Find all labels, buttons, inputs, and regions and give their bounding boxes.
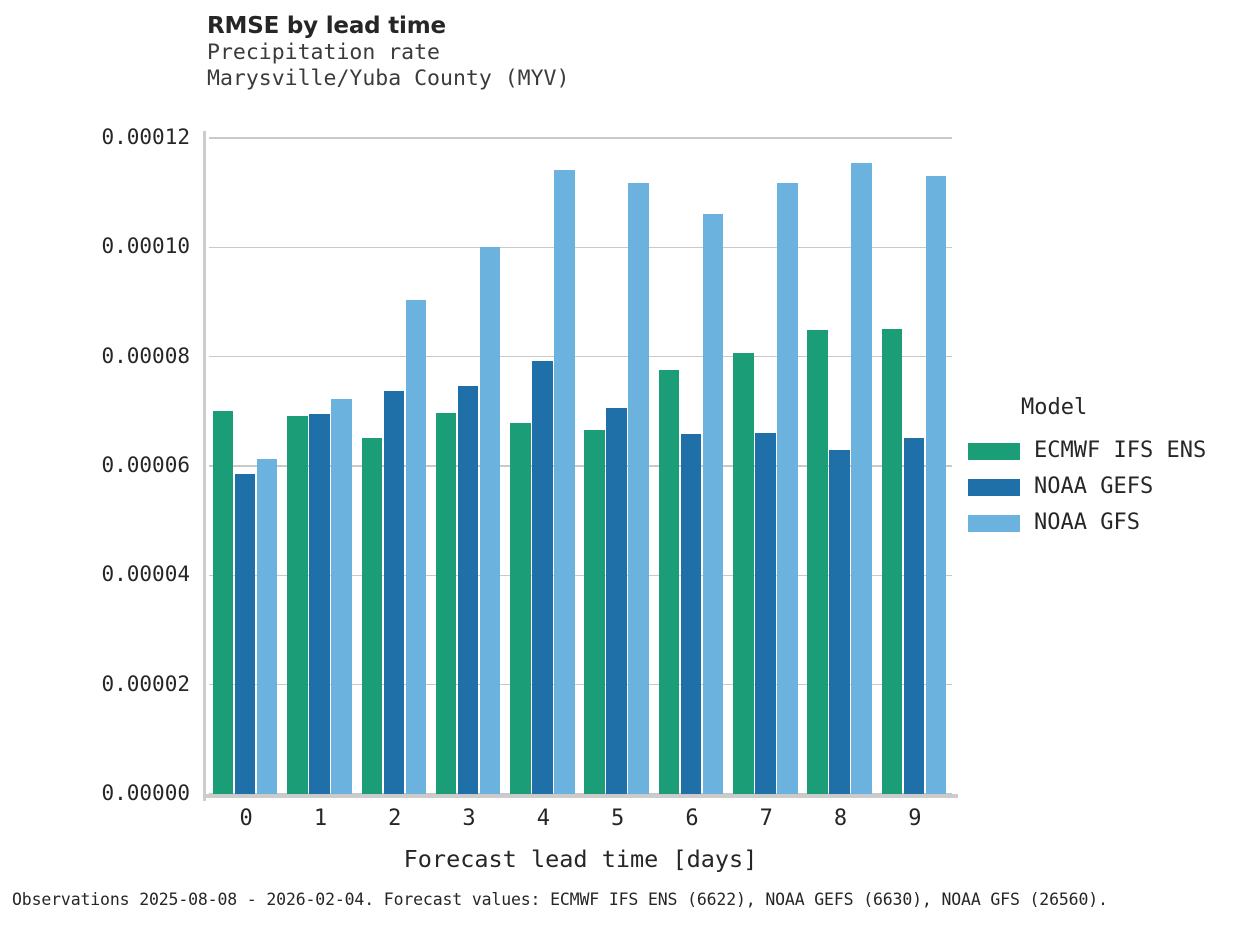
chart-title: RMSE by lead time [207, 13, 446, 39]
bar [435, 412, 457, 794]
legend-item-label: NOAA GFS [1034, 510, 1140, 535]
legend-title: Model [1021, 395, 1088, 420]
x-tick-label: 5 [611, 806, 625, 831]
chart-subtitle-line1: Precipitation rate [207, 40, 440, 65]
legend-item[interactable]: NOAA GFS [968, 505, 1248, 541]
bar [755, 433, 776, 794]
legend-swatch-icon [968, 442, 1020, 460]
bar [554, 170, 575, 794]
y-tick-label: 0.00004 [101, 562, 190, 587]
y-tick-label: 0.00006 [101, 453, 190, 477]
bar [680, 433, 702, 794]
legend-item[interactable]: NOAA GEFS [968, 469, 1248, 505]
bar [777, 183, 798, 794]
bar [925, 176, 947, 794]
plot-area [209, 137, 952, 795]
x-tick-label: 1 [313, 806, 328, 831]
x-tick-label: 9 [908, 806, 922, 831]
gridline [209, 137, 952, 139]
legend-item-label: ECMWF IFS ENS [1034, 438, 1207, 463]
legend-item[interactable]: ECMWF IFS ENS [968, 433, 1248, 469]
bar [628, 183, 649, 794]
gridline [209, 465, 952, 467]
bar [457, 385, 479, 794]
gridline [209, 246, 952, 249]
bar [331, 398, 352, 794]
legend-rows: ECMWF IFS ENS NOAA GEFS NOAA GFS [968, 433, 1248, 541]
gridline [209, 793, 952, 795]
legend: Model ECMWF IFS ENS NOAA GEFS NOAA GFS [968, 396, 1248, 541]
bar [361, 438, 382, 794]
bar [212, 411, 234, 794]
chart-subtitle-line2: Marysville/Yuba County (MYV) [207, 66, 570, 91]
bar [510, 423, 531, 794]
y-tick-label: 0.00010 [101, 234, 190, 259]
x-axis-label: Forecast lead time [days] [403, 845, 758, 873]
bar [606, 408, 627, 794]
bar [807, 330, 828, 794]
x-tick-label: 8 [833, 806, 848, 831]
bar [903, 437, 925, 794]
bar [309, 413, 330, 794]
bar [532, 360, 553, 794]
title-block: RMSE by lead time Precipitation rate Mar… [207, 12, 947, 92]
bar [702, 214, 724, 794]
y-tick-label: 0.00002 [101, 671, 190, 696]
gridline [209, 355, 952, 358]
bar [829, 450, 850, 794]
x-tick-label: 6 [685, 806, 699, 831]
x-tick-label: 3 [462, 806, 476, 831]
bar [881, 329, 903, 794]
bar [584, 430, 605, 794]
bar [234, 473, 256, 794]
bar [479, 246, 501, 794]
gridline [209, 683, 952, 686]
footer-note: Observations 2025-08-08 - 2026-02-04. Fo… [12, 890, 1108, 909]
y-tick-label: 0.00008 [101, 343, 190, 368]
bar [383, 390, 404, 794]
bar [851, 162, 872, 794]
bar [405, 299, 426, 794]
x-tick-label: 7 [759, 806, 773, 831]
legend-swatch-icon [968, 514, 1020, 532]
bar [733, 353, 754, 794]
bar [256, 458, 278, 794]
x-tick-label: 0 [239, 806, 253, 831]
x-tick-label: 4 [536, 806, 550, 831]
bar [658, 369, 680, 794]
y-tick-label: 0.00000 [101, 781, 190, 805]
legend-swatch-icon [968, 478, 1020, 496]
x-tick-label: 2 [388, 806, 402, 831]
y-tick-label: 0.00012 [101, 125, 190, 149]
legend-item-label: NOAA GEFS [1034, 474, 1154, 499]
bar [287, 415, 308, 794]
y-axis-line [203, 131, 206, 801]
gridline [209, 574, 952, 577]
x-axis-line [203, 794, 958, 798]
